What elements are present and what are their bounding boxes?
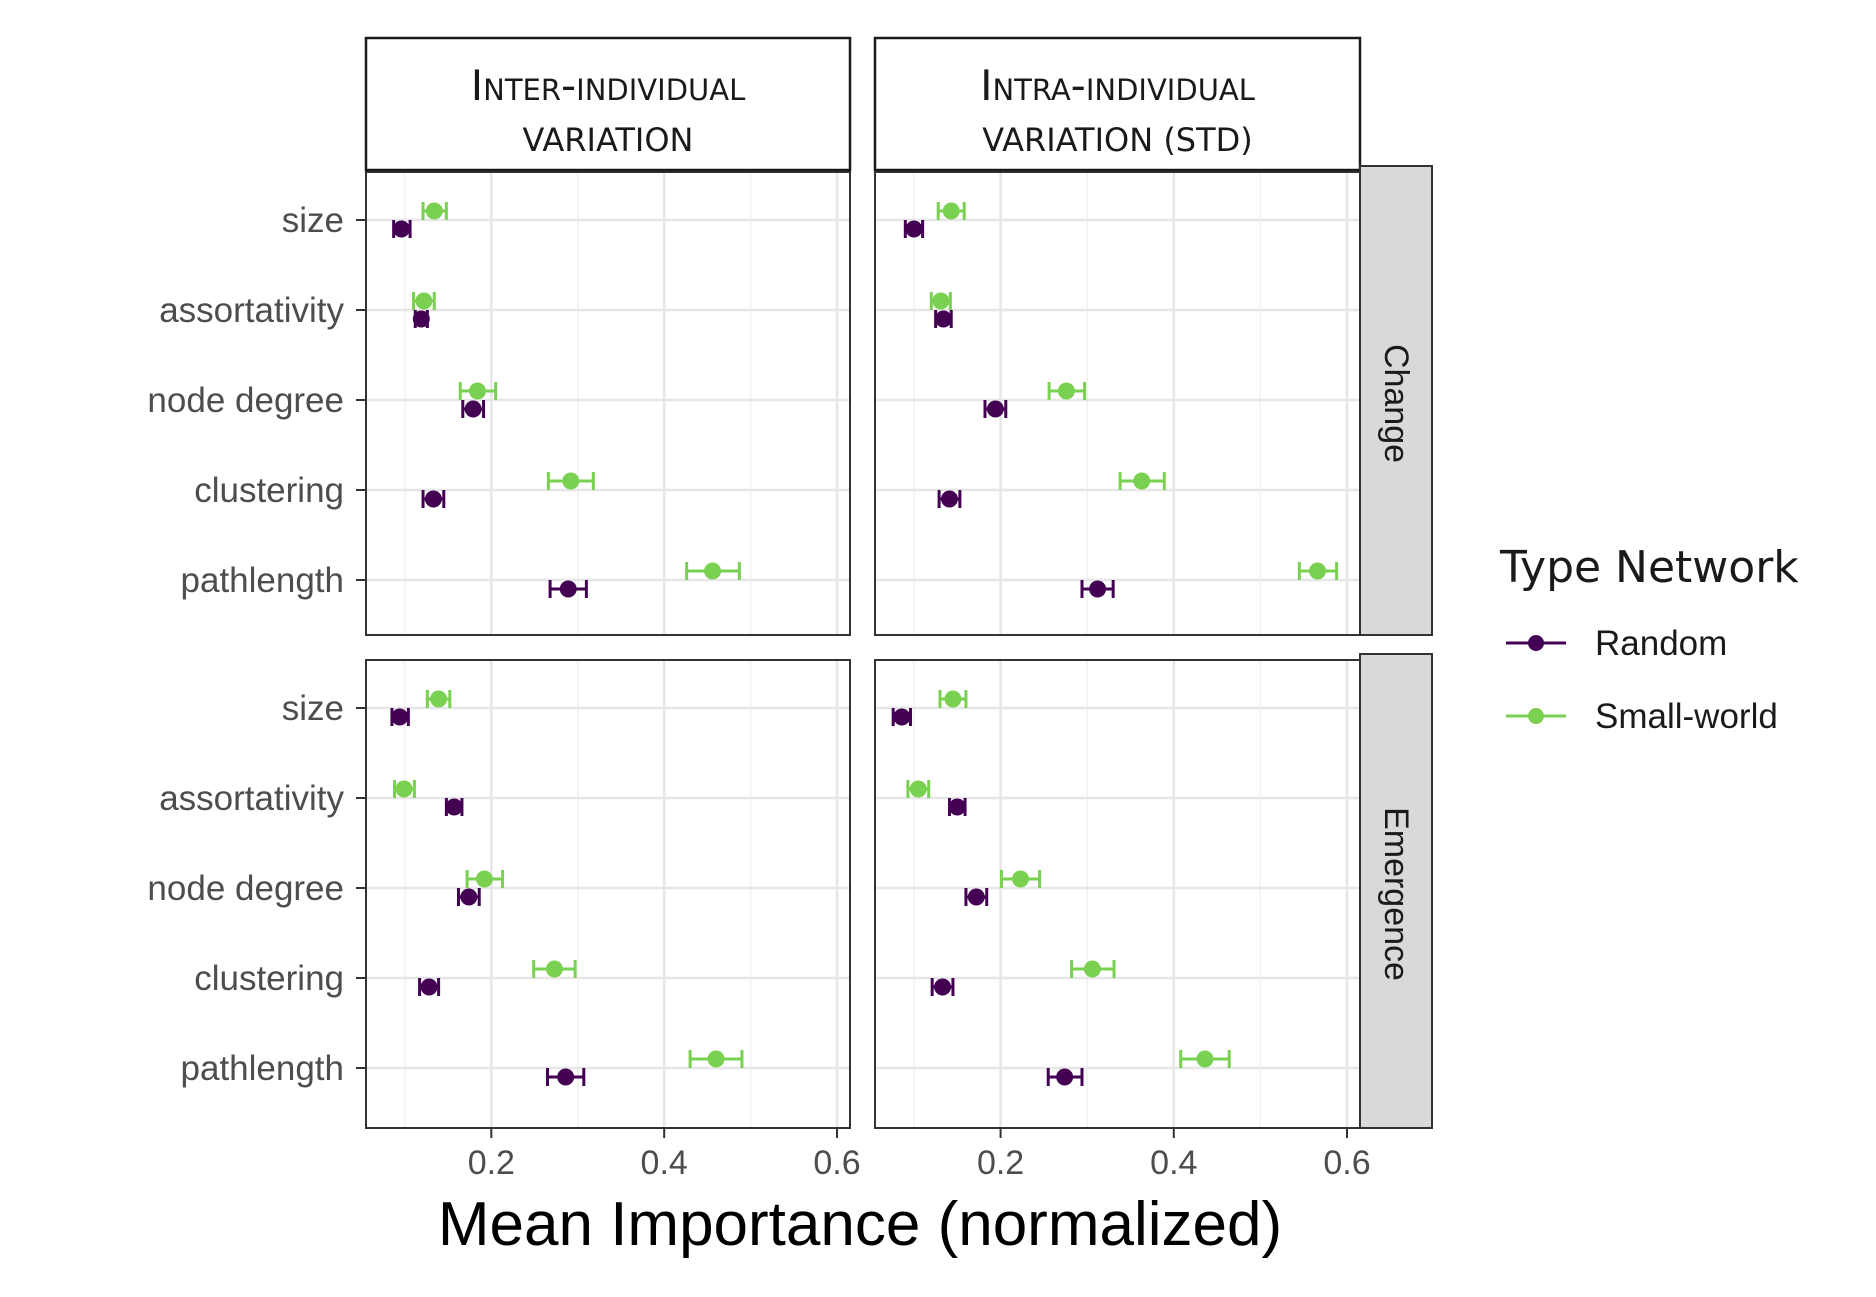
column-strip-title: Intra-individual xyxy=(980,61,1255,110)
point-random-size xyxy=(905,220,923,238)
legend-key-random-dot xyxy=(1528,635,1544,651)
panel-background xyxy=(875,660,1360,1128)
column-strip-box xyxy=(364,36,852,172)
row-strip-emergence: Emergence xyxy=(1359,653,1433,1129)
legend-key-small-world-dot xyxy=(1528,708,1544,724)
column-strip-subtitle: VARIATION (STD) xyxy=(982,121,1253,159)
row-strip-box xyxy=(1359,165,1433,636)
point-small-world-pathlength xyxy=(1196,1050,1214,1068)
y-tick-label-size: size xyxy=(282,689,344,728)
point-small-world-assortativity xyxy=(932,292,950,310)
point-small-world-assortativity xyxy=(395,780,413,798)
row-strip-box xyxy=(1359,653,1433,1129)
x-tick-label: 0.6 xyxy=(1323,1144,1370,1182)
legend-entry-random: Random xyxy=(1595,624,1727,663)
point-small-world-clustering xyxy=(545,960,563,978)
panel-background xyxy=(366,660,850,1128)
panel-border xyxy=(365,659,851,1129)
legend-title: Type Network xyxy=(1499,542,1799,593)
point-small-world-pathlength xyxy=(704,562,722,580)
x-tick-label: 0.4 xyxy=(641,1144,688,1182)
point-small-world-node-degree xyxy=(1012,870,1029,888)
column-strip-title: Inter-individual xyxy=(471,61,746,110)
point-random-node-degree xyxy=(967,888,985,906)
x-axis-title: Mean Importance (normalized) xyxy=(438,1190,1282,1259)
point-random-node-degree xyxy=(464,400,482,418)
point-random-pathlength xyxy=(557,1068,575,1086)
axes-layer: size assortativity node degree clustering pa… xyxy=(147,201,1370,1182)
point-random-pathlength xyxy=(1089,580,1107,598)
point-small-world-size xyxy=(944,690,962,708)
point-random-size xyxy=(391,708,409,726)
point-small-world-node-degree xyxy=(475,870,493,888)
column-strip-intra: Intra-individual VARIATION (STD) xyxy=(873,36,1362,172)
point-small-world-assortativity xyxy=(415,292,433,310)
panel-change-intra xyxy=(874,171,1361,636)
point-small-world-size xyxy=(942,202,960,220)
point-random-clustering xyxy=(424,490,442,508)
y-tick-label-pathlength: pathlength xyxy=(181,561,344,600)
panel-emergence-inter xyxy=(365,659,851,1129)
panel-border xyxy=(365,171,851,636)
panel-background xyxy=(875,172,1360,635)
point-small-world-clustering xyxy=(562,472,580,490)
column-strip-inter: Inter-individual VARIATION xyxy=(364,36,852,172)
x-tick-label: 0.4 xyxy=(1150,1144,1197,1182)
point-random-clustering xyxy=(934,978,952,996)
point-random-assortativity xyxy=(948,798,966,816)
y-tick-label-assortativity: assortativity xyxy=(159,291,344,330)
point-small-world-size xyxy=(430,690,448,708)
row-strip-label: Change xyxy=(1377,344,1415,463)
point-small-world-clustering xyxy=(1083,960,1101,978)
panel-emergence-intra xyxy=(874,659,1361,1129)
panel-change-inter xyxy=(365,171,851,636)
point-random-node-degree xyxy=(460,888,478,906)
y-tick-label-clustering: clustering xyxy=(194,471,344,510)
y-tick-label-node-degree: node degree xyxy=(147,869,344,908)
point-small-world-pathlength xyxy=(1309,562,1327,580)
row-strip-change: Change xyxy=(1359,165,1433,636)
point-small-world-pathlength xyxy=(707,1050,725,1068)
y-tick-label-clustering: clustering xyxy=(194,959,344,998)
y-tick-label-pathlength: pathlength xyxy=(181,1049,344,1088)
point-small-world-size xyxy=(425,202,443,220)
point-random-size xyxy=(893,708,911,726)
point-random-assortativity xyxy=(445,798,463,816)
panel-background xyxy=(366,172,850,635)
column-strip-box xyxy=(873,36,1362,172)
point-random-size xyxy=(392,220,410,238)
point-random-pathlength xyxy=(559,580,577,598)
point-random-pathlength xyxy=(1056,1068,1074,1086)
point-random-node-degree xyxy=(986,400,1004,418)
y-tick-label-assortativity: assortativity xyxy=(159,779,344,818)
point-small-world-assortativity xyxy=(909,780,927,798)
point-random-assortativity xyxy=(934,310,952,328)
column-strip-subtitle: VARIATION xyxy=(523,121,694,159)
point-random-assortativity xyxy=(412,310,430,328)
point-small-world-node-degree xyxy=(1057,382,1075,400)
y-tick-label-node-degree: node degree xyxy=(147,381,344,420)
y-tick-label-size: size xyxy=(282,201,344,240)
point-small-world-node-degree xyxy=(468,382,486,400)
legend: Type Network Random Small-world xyxy=(1499,542,1799,736)
point-small-world-clustering xyxy=(1133,472,1151,490)
x-tick-label: 0.2 xyxy=(468,1144,515,1182)
strips-layer: Inter-individual VARIATION Intra-individua… xyxy=(364,36,1433,1129)
x-tick-label: 0.6 xyxy=(813,1144,860,1182)
panels-layer xyxy=(365,171,1361,1129)
point-random-clustering xyxy=(420,978,438,996)
x-tick-label: 0.2 xyxy=(977,1144,1024,1182)
point-random-clustering xyxy=(940,490,958,508)
legend-entry-small-world: Small-world xyxy=(1595,697,1778,736)
row-strip-label: Emergence xyxy=(1377,807,1415,981)
